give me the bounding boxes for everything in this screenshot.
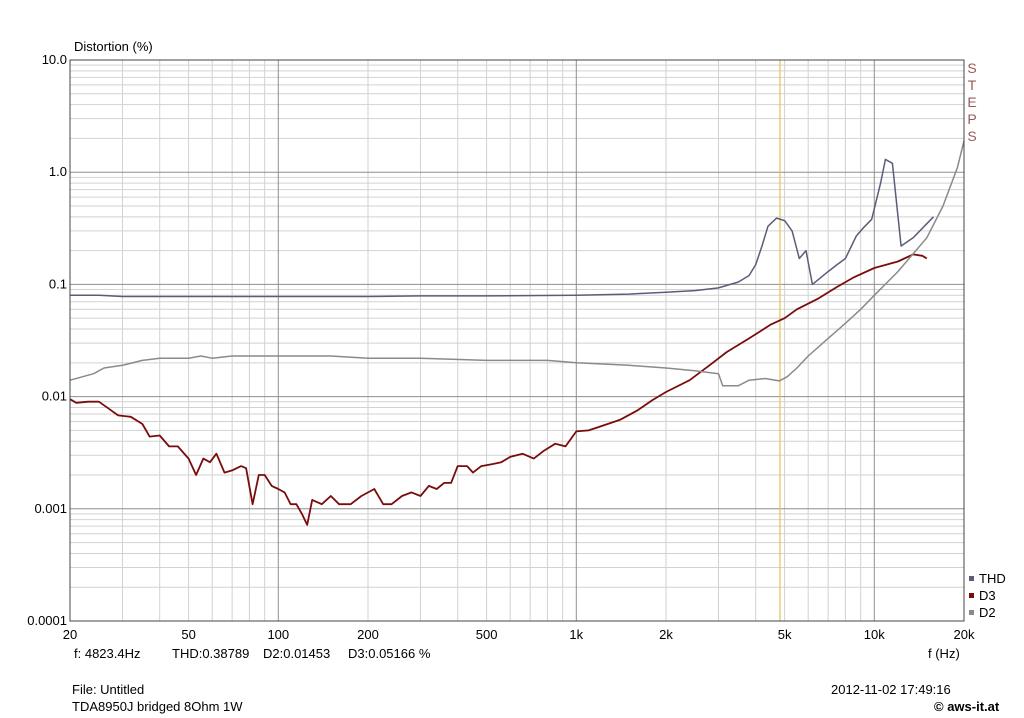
legend-swatch — [969, 593, 974, 598]
cursor-freq-readout: f: 4823.4Hz — [74, 646, 141, 661]
x-tick-label: 20 — [63, 627, 77, 642]
plot-frame — [69, 59, 965, 622]
cursor-d3-readout: D3:0.05166 % — [348, 646, 431, 661]
x-tick-label: 5k — [778, 627, 792, 642]
y-tick-label: 0.001 — [34, 501, 67, 516]
file-description: TDA8950J bridged 8Ohm 1W — [72, 699, 243, 714]
legend-item-thd[interactable]: THD — [969, 571, 1006, 586]
x-tick-label: 200 — [357, 627, 379, 642]
x-tick-label: 500 — [476, 627, 498, 642]
legend-label: THD — [979, 571, 1006, 586]
x-tick-label: 50 — [181, 627, 195, 642]
y-tick-label: 1.0 — [49, 164, 67, 179]
x-axis-label: f (Hz) — [928, 646, 960, 661]
y-tick-label: 0.01 — [42, 389, 67, 404]
steps-letter: P — [967, 111, 977, 127]
series-line-thd — [70, 158, 935, 298]
steps-letter: S — [967, 60, 977, 76]
legend-item-d3[interactable]: D3 — [969, 588, 996, 603]
cursor-d2-readout: D2:0.01453 — [263, 646, 331, 661]
x-tick-label: 10k — [864, 627, 885, 642]
legend-label: D2 — [979, 605, 996, 620]
y-tick-label: 0.1 — [49, 276, 67, 291]
series-layer — [69, 140, 965, 526]
file-name: File: Untitled — [72, 682, 145, 697]
x-tick-label: 100 — [267, 627, 289, 642]
legend-item-d2[interactable]: D2 — [969, 605, 996, 620]
series-line-d2 — [69, 140, 965, 387]
steps-letter: S — [967, 128, 977, 144]
major-grid — [70, 60, 964, 621]
steps-letter: E — [967, 94, 977, 110]
brand-watermark: © aws-it.at — [934, 699, 1000, 714]
x-tick-label: 2k — [659, 627, 673, 642]
minor-grid — [70, 60, 964, 621]
y-tick-label: 0.0001 — [27, 613, 67, 628]
legend-swatch — [969, 610, 974, 615]
steps-letter: T — [967, 77, 977, 93]
legend-label: D3 — [979, 588, 996, 603]
legend-swatch — [969, 576, 974, 581]
y-tick-labels: 10.0 1.0 0.1 0.01 0.001 0.0001 — [27, 52, 67, 628]
y-axis-label: Distortion (%) — [74, 39, 153, 54]
x-tick-labels: 20 50 100 200 500 1k 2k 5k 10k 20k — [63, 627, 975, 642]
y-tick-label: 10.0 — [42, 52, 67, 67]
timestamp: 2012-11-02 17:49:16 — [831, 682, 951, 697]
x-tick-label: 20k — [954, 627, 975, 642]
cursor-thd-readout: THD:0.38789 — [172, 646, 250, 661]
series-line-d3 — [69, 253, 928, 526]
x-tick-label: 1k — [569, 627, 583, 642]
